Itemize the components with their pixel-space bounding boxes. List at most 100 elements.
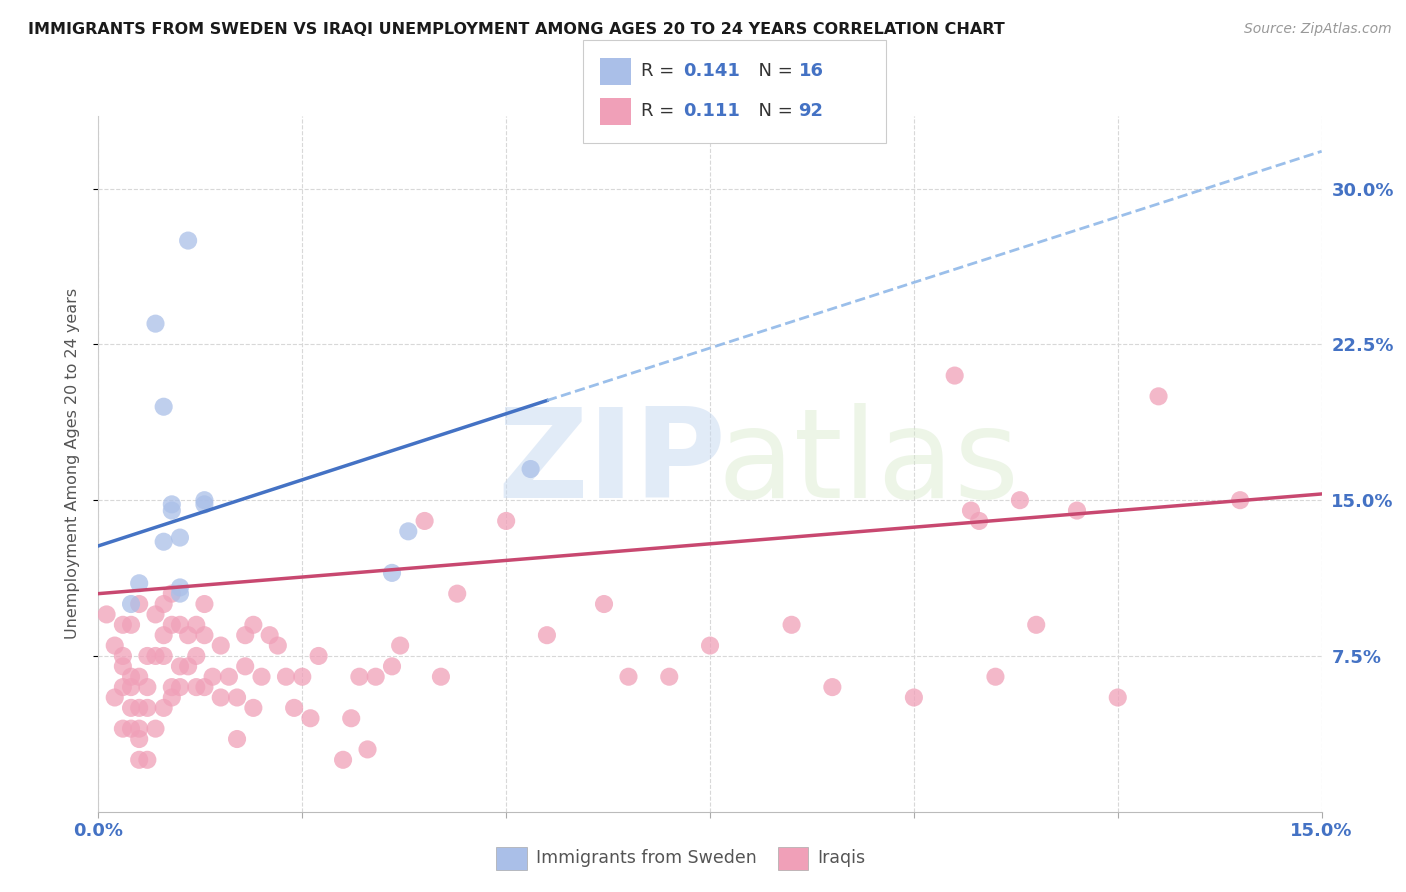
- Point: [233, 628, 256, 642]
- Point: [111, 722, 134, 736]
- Point: [169, 680, 191, 694]
- Point: [903, 690, 925, 705]
- Point: [226, 732, 249, 747]
- Point: [396, 524, 419, 539]
- Point: [160, 690, 183, 705]
- Point: [780, 617, 803, 632]
- Point: [169, 659, 191, 673]
- Point: [169, 531, 191, 545]
- Point: [233, 659, 256, 673]
- Text: Iraqis: Iraqis: [817, 849, 865, 867]
- Point: [340, 711, 363, 725]
- Point: [152, 597, 174, 611]
- Point: [413, 514, 436, 528]
- Point: [177, 628, 200, 642]
- Point: [96, 607, 118, 622]
- Point: [446, 587, 468, 601]
- Point: [943, 368, 966, 383]
- Text: Source: ZipAtlas.com: Source: ZipAtlas.com: [1244, 22, 1392, 37]
- Text: 92: 92: [799, 103, 824, 120]
- Point: [332, 753, 354, 767]
- Point: [259, 628, 281, 642]
- Point: [120, 701, 142, 715]
- Point: [356, 742, 378, 756]
- Point: [128, 732, 150, 747]
- Point: [152, 400, 174, 414]
- Point: [218, 670, 240, 684]
- Text: N =: N =: [747, 103, 799, 120]
- Point: [160, 497, 183, 511]
- Point: [381, 566, 404, 580]
- Point: [104, 690, 127, 705]
- Point: [160, 587, 183, 601]
- Point: [430, 670, 453, 684]
- Point: [169, 617, 191, 632]
- Point: [136, 753, 159, 767]
- Point: [593, 597, 616, 611]
- Point: [349, 670, 371, 684]
- Point: [193, 680, 215, 694]
- Text: IMMIGRANTS FROM SWEDEN VS IRAQI UNEMPLOYMENT AMONG AGES 20 TO 24 YEARS CORRELATI: IMMIGRANTS FROM SWEDEN VS IRAQI UNEMPLOY…: [28, 22, 1005, 37]
- Point: [821, 680, 844, 694]
- Point: [111, 648, 134, 663]
- Point: [160, 680, 183, 694]
- Point: [209, 639, 232, 653]
- Point: [111, 659, 134, 673]
- Point: [136, 680, 159, 694]
- Point: [201, 670, 224, 684]
- Text: 0.141: 0.141: [683, 62, 740, 80]
- Point: [364, 670, 387, 684]
- Text: 0.111: 0.111: [683, 103, 740, 120]
- Point: [120, 680, 142, 694]
- Point: [160, 617, 183, 632]
- Point: [111, 680, 134, 694]
- Point: [152, 534, 174, 549]
- Point: [250, 670, 273, 684]
- Point: [136, 648, 159, 663]
- Point: [967, 514, 990, 528]
- Point: [128, 701, 150, 715]
- Point: [1147, 389, 1170, 403]
- Point: [120, 670, 142, 684]
- Point: [120, 597, 142, 611]
- Point: [128, 670, 150, 684]
- Point: [152, 701, 174, 715]
- Point: [177, 234, 200, 248]
- Point: [1066, 503, 1088, 517]
- Point: [299, 711, 322, 725]
- Point: [169, 587, 191, 601]
- Text: ZIP: ZIP: [498, 403, 727, 524]
- Point: [152, 628, 174, 642]
- Point: [193, 497, 215, 511]
- Point: [145, 607, 167, 622]
- Point: [1025, 617, 1047, 632]
- Point: [104, 639, 127, 653]
- Text: N =: N =: [747, 62, 799, 80]
- Point: [242, 701, 264, 715]
- Point: [226, 690, 249, 705]
- Y-axis label: Unemployment Among Ages 20 to 24 years: Unemployment Among Ages 20 to 24 years: [65, 288, 80, 640]
- Point: [145, 648, 167, 663]
- Point: [111, 617, 134, 632]
- Point: [145, 722, 167, 736]
- Point: [1107, 690, 1129, 705]
- Point: [495, 514, 517, 528]
- Point: [617, 670, 640, 684]
- Point: [283, 701, 305, 715]
- Point: [536, 628, 558, 642]
- Point: [242, 617, 264, 632]
- Point: [186, 648, 208, 663]
- Point: [960, 503, 983, 517]
- Point: [186, 617, 208, 632]
- Text: R =: R =: [641, 103, 681, 120]
- Point: [291, 670, 314, 684]
- Point: [177, 659, 200, 673]
- Point: [169, 581, 191, 595]
- Point: [308, 648, 330, 663]
- Point: [120, 617, 142, 632]
- Point: [984, 670, 1007, 684]
- Point: [1008, 493, 1031, 508]
- Point: [274, 670, 297, 684]
- Point: [136, 701, 159, 715]
- Point: [658, 670, 681, 684]
